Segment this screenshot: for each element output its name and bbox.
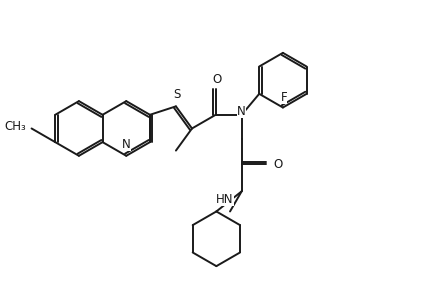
Text: N: N [122, 138, 131, 151]
Text: S: S [173, 88, 181, 101]
Text: O: O [273, 158, 282, 171]
Text: N: N [237, 105, 246, 118]
Text: CH₃: CH₃ [4, 120, 26, 133]
Text: HN: HN [216, 193, 234, 206]
Text: O: O [212, 73, 221, 86]
Text: F: F [280, 91, 287, 104]
